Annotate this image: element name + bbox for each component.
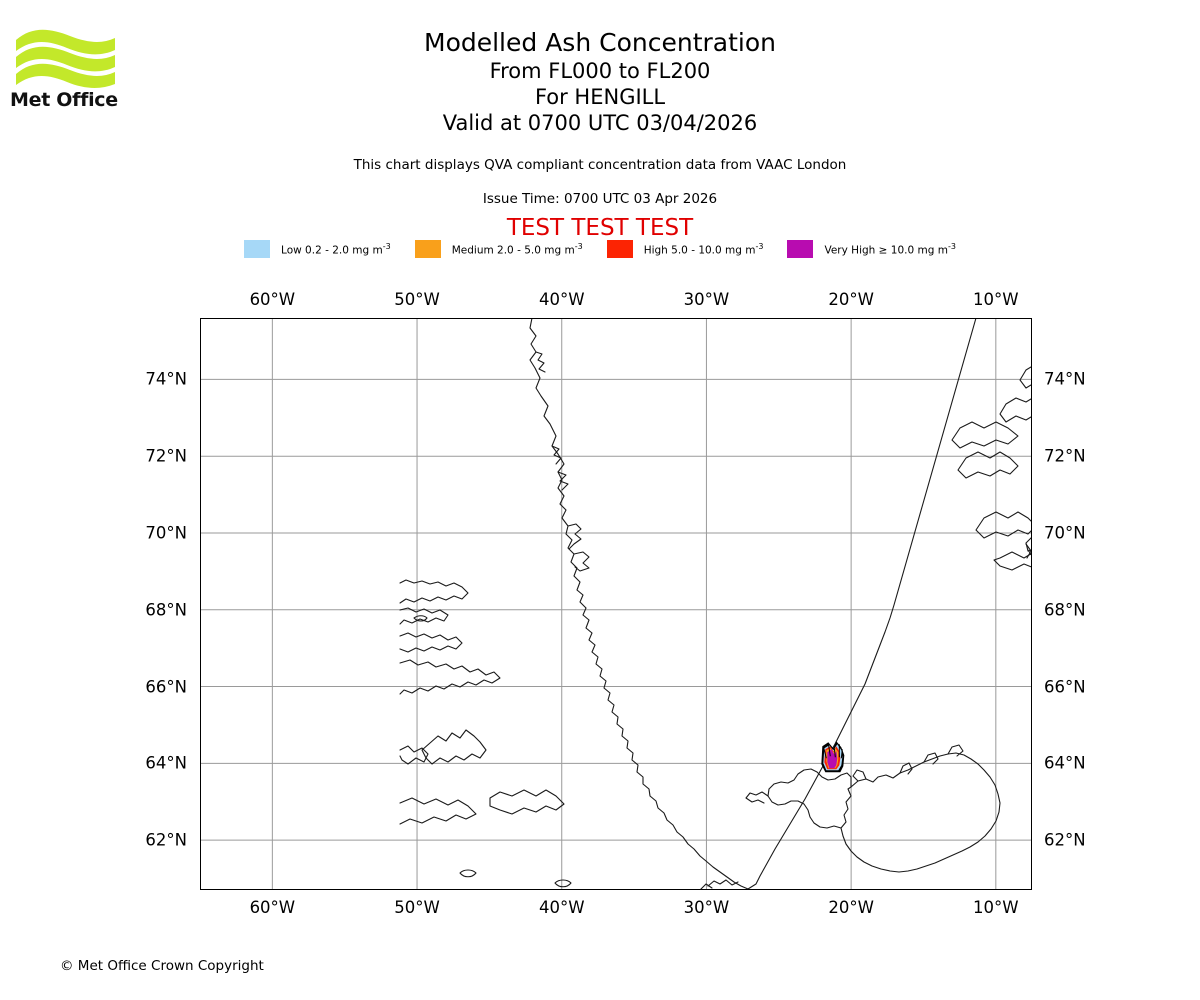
legend-swatch-low — [244, 240, 271, 258]
lat-tick-label-left: 66°N — [145, 677, 187, 697]
legend-label-low: Low 0.2 - 2.0 mg m-3 — [281, 241, 391, 257]
canadian-arctic-island-5 — [399, 797, 477, 825]
legend-label-very-high: Very High ≥ 10.0 mg m-3 — [824, 241, 956, 257]
ash-plume-filament-0 — [822, 746, 827, 759]
canadian-arctic-island-1 — [399, 579, 469, 604]
south-greenland-coast-fragment — [707, 879, 739, 887]
legend-swatch-very-high — [787, 240, 814, 258]
map-gridlines — [200, 318, 1032, 890]
lon-tick-label-top: 20°W — [828, 290, 874, 309]
qva-compliance-note: This chart displays QVA compliant concen… — [353, 157, 847, 173]
page-title: Modelled Ash Concentration — [424, 28, 776, 57]
ash-plume-band-4 — [827, 749, 838, 769]
legend-item-low: Low 0.2 - 2.0 mg m-3 — [244, 240, 391, 258]
bottom-edge-coast-fragment — [699, 883, 713, 890]
ne-greenland-fjord-mouth-4 — [993, 551, 1032, 571]
met-office-logo-text: Met Office — [10, 89, 118, 111]
lat-tick-label-right: 64°N — [1044, 753, 1086, 773]
lon-tick-label-bottom: 40°W — [538, 898, 585, 917]
lat-tick-label-left: 64°N — [145, 753, 187, 773]
greenland-fjord-detail-3 — [557, 471, 569, 491]
canadian-arctic-island-3 — [399, 632, 463, 653]
volcano-name: For HENGILL — [534, 85, 666, 109]
concentration-legend: Low 0.2 - 2.0 mg m-3 Medium 2.0 - 5.0 mg … — [0, 240, 1200, 258]
lon-tick-label-bottom: 20°W — [828, 898, 874, 917]
lon-tick-label-bottom: 60°W — [249, 898, 296, 917]
greenland-island-baffin — [421, 729, 487, 765]
lat-tick-label-left: 68°N — [145, 600, 187, 620]
lat-tick-label-left: 74°N — [145, 369, 187, 389]
met-office-logo: Met Office — [10, 24, 120, 114]
lat-tick-label-right: 74°N — [1044, 369, 1086, 389]
greenland-islet-small-2 — [554, 879, 572, 888]
lon-tick-label-top: 50°W — [394, 290, 440, 309]
greenland-islet-small-1 — [459, 869, 477, 878]
ne-greenland-fjord-mouth-3 — [975, 511, 1032, 539]
ash-plume-overlay — [821, 741, 845, 773]
legend-swatch-medium — [414, 240, 441, 258]
test-banner: TEST TEST TEST — [506, 215, 694, 241]
lat-tick-label-left: 72°N — [145, 446, 187, 466]
lat-tick-label-right: 70°N — [1044, 523, 1086, 543]
ash-plume-filament-1 — [827, 743, 831, 757]
greenland-southwest-coast-detail — [399, 659, 501, 695]
iceland-snaefellsnes-detail — [852, 769, 867, 782]
lat-tick-label-right: 66°N — [1044, 677, 1086, 697]
legend-item-medium: Medium 2.0 - 5.0 mg m-3 — [414, 240, 583, 258]
iceland-north-peninsula-1 — [899, 762, 913, 775]
canadian-arctic-islet-1 — [413, 615, 428, 622]
greenland-fjord-detail-4 — [567, 523, 582, 550]
copyright-footer: © Met Office Crown Copyright — [60, 958, 264, 974]
lat-tick-label-right: 68°N — [1044, 600, 1086, 620]
ne-greenland-fjord-mouth-1 — [951, 421, 1019, 449]
legend-swatch-high — [606, 240, 633, 258]
lon-tick-label-bottom: 10°W — [973, 898, 1019, 917]
greenland-fjord-detail-5 — [573, 551, 590, 572]
iceland-west-fjord-detail — [840, 786, 852, 829]
greenland-fjord-detail-1 — [535, 351, 546, 373]
lon-tick-label-top: 30°W — [683, 290, 730, 309]
ne-greenland-island-4 — [999, 397, 1032, 423]
iceland-coastline — [767, 752, 1001, 873]
lon-tick-label-top: 40°W — [538, 290, 585, 309]
valid-time: Valid at 0700 UTC 03/04/2026 — [442, 111, 758, 135]
iceland-westfjords-detail — [745, 791, 769, 804]
lat-tick-label-right: 72°N — [1044, 446, 1086, 466]
greenland-island-disko — [489, 789, 565, 815]
issue-time: Issue Time: 0700 UTC 03 Apr 2026 — [482, 191, 718, 207]
iceland-north-peninsula-3 — [947, 744, 964, 757]
flight-level-range: From FL000 to FL200 — [489, 59, 711, 83]
greenland-coastline — [529, 318, 977, 890]
lat-tick-label-left: 62°N — [145, 830, 187, 850]
chart-title-block: Modelled Ash Concentration From FL000 to… — [0, 27, 1200, 136]
canadian-arctic-island-4 — [399, 745, 429, 765]
map-coastlines — [399, 318, 1032, 890]
lon-tick-label-top: 10°W — [973, 290, 1019, 309]
canadian-arctic-island-2 — [399, 607, 449, 625]
ne-greenland-island-3 — [1019, 365, 1032, 389]
ne-greenland-fjord-mouth-2 — [957, 451, 1019, 479]
greenland-fjord-detail-2 — [551, 445, 562, 465]
met-office-wave-icon — [16, 29, 115, 88]
lat-tick-label-left: 70°N — [145, 523, 187, 543]
lat-tick-label-right: 62°N — [1044, 830, 1086, 850]
ash-plume-filament-2 — [833, 748, 836, 758]
ash-concentration-map — [200, 318, 1032, 890]
legend-item-high: High 5.0 - 10.0 mg m-3 — [606, 240, 764, 258]
legend-label-medium: Medium 2.0 - 5.0 mg m-3 — [451, 241, 583, 257]
lon-tick-label-bottom: 50°W — [394, 898, 440, 917]
lon-tick-label-bottom: 30°W — [683, 898, 730, 917]
ash-plume-filament-4 — [840, 749, 843, 759]
legend-item-very-high: Very High ≥ 10.0 mg m-3 — [787, 240, 956, 258]
iceland-north-peninsula-2 — [923, 752, 939, 765]
legend-label-high: High 5.0 - 10.0 mg m-3 — [643, 241, 764, 257]
lon-tick-label-top: 60°W — [249, 290, 296, 309]
